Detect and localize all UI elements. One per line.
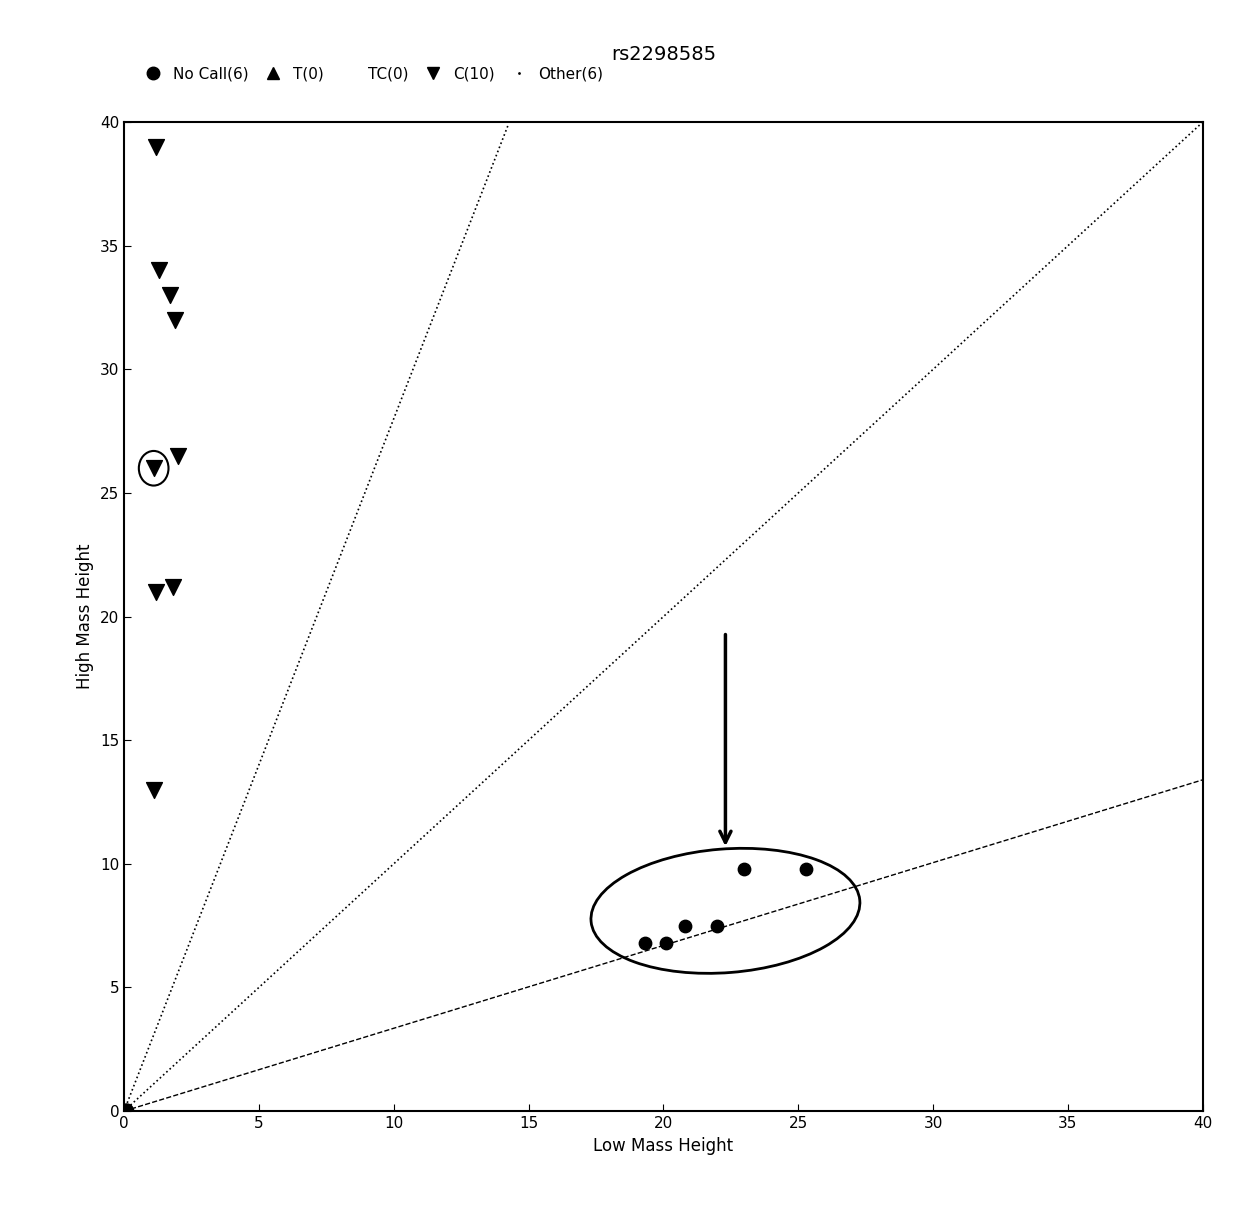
Point bbox=[118, 1101, 138, 1121]
Title: rs2298585: rs2298585 bbox=[611, 45, 715, 63]
Point bbox=[165, 310, 185, 330]
Point bbox=[114, 1100, 134, 1120]
Text: 杂合样本: 杂合样本 bbox=[687, 629, 764, 842]
Point bbox=[734, 860, 754, 879]
X-axis label: Low Mass Height: Low Mass Height bbox=[593, 1137, 734, 1155]
Point bbox=[144, 458, 164, 477]
Point bbox=[144, 780, 164, 800]
Point bbox=[118, 1099, 138, 1118]
Point bbox=[115, 1100, 135, 1120]
Point bbox=[115, 1099, 135, 1118]
Y-axis label: High Mass Height: High Mass Height bbox=[76, 543, 94, 690]
Point bbox=[146, 137, 166, 156]
Point bbox=[146, 582, 166, 602]
Point bbox=[707, 916, 727, 935]
Point bbox=[149, 260, 169, 280]
Point bbox=[167, 446, 188, 465]
Point bbox=[656, 933, 676, 952]
Point bbox=[162, 578, 182, 597]
Point bbox=[635, 933, 655, 952]
Point bbox=[796, 860, 816, 879]
Point bbox=[675, 916, 694, 935]
Legend: No Call(6), T(0), TC(0), C(10), Other(6): No Call(6), T(0), TC(0), C(10), Other(6) bbox=[131, 61, 610, 88]
Point bbox=[160, 286, 180, 305]
Point bbox=[114, 1101, 134, 1121]
